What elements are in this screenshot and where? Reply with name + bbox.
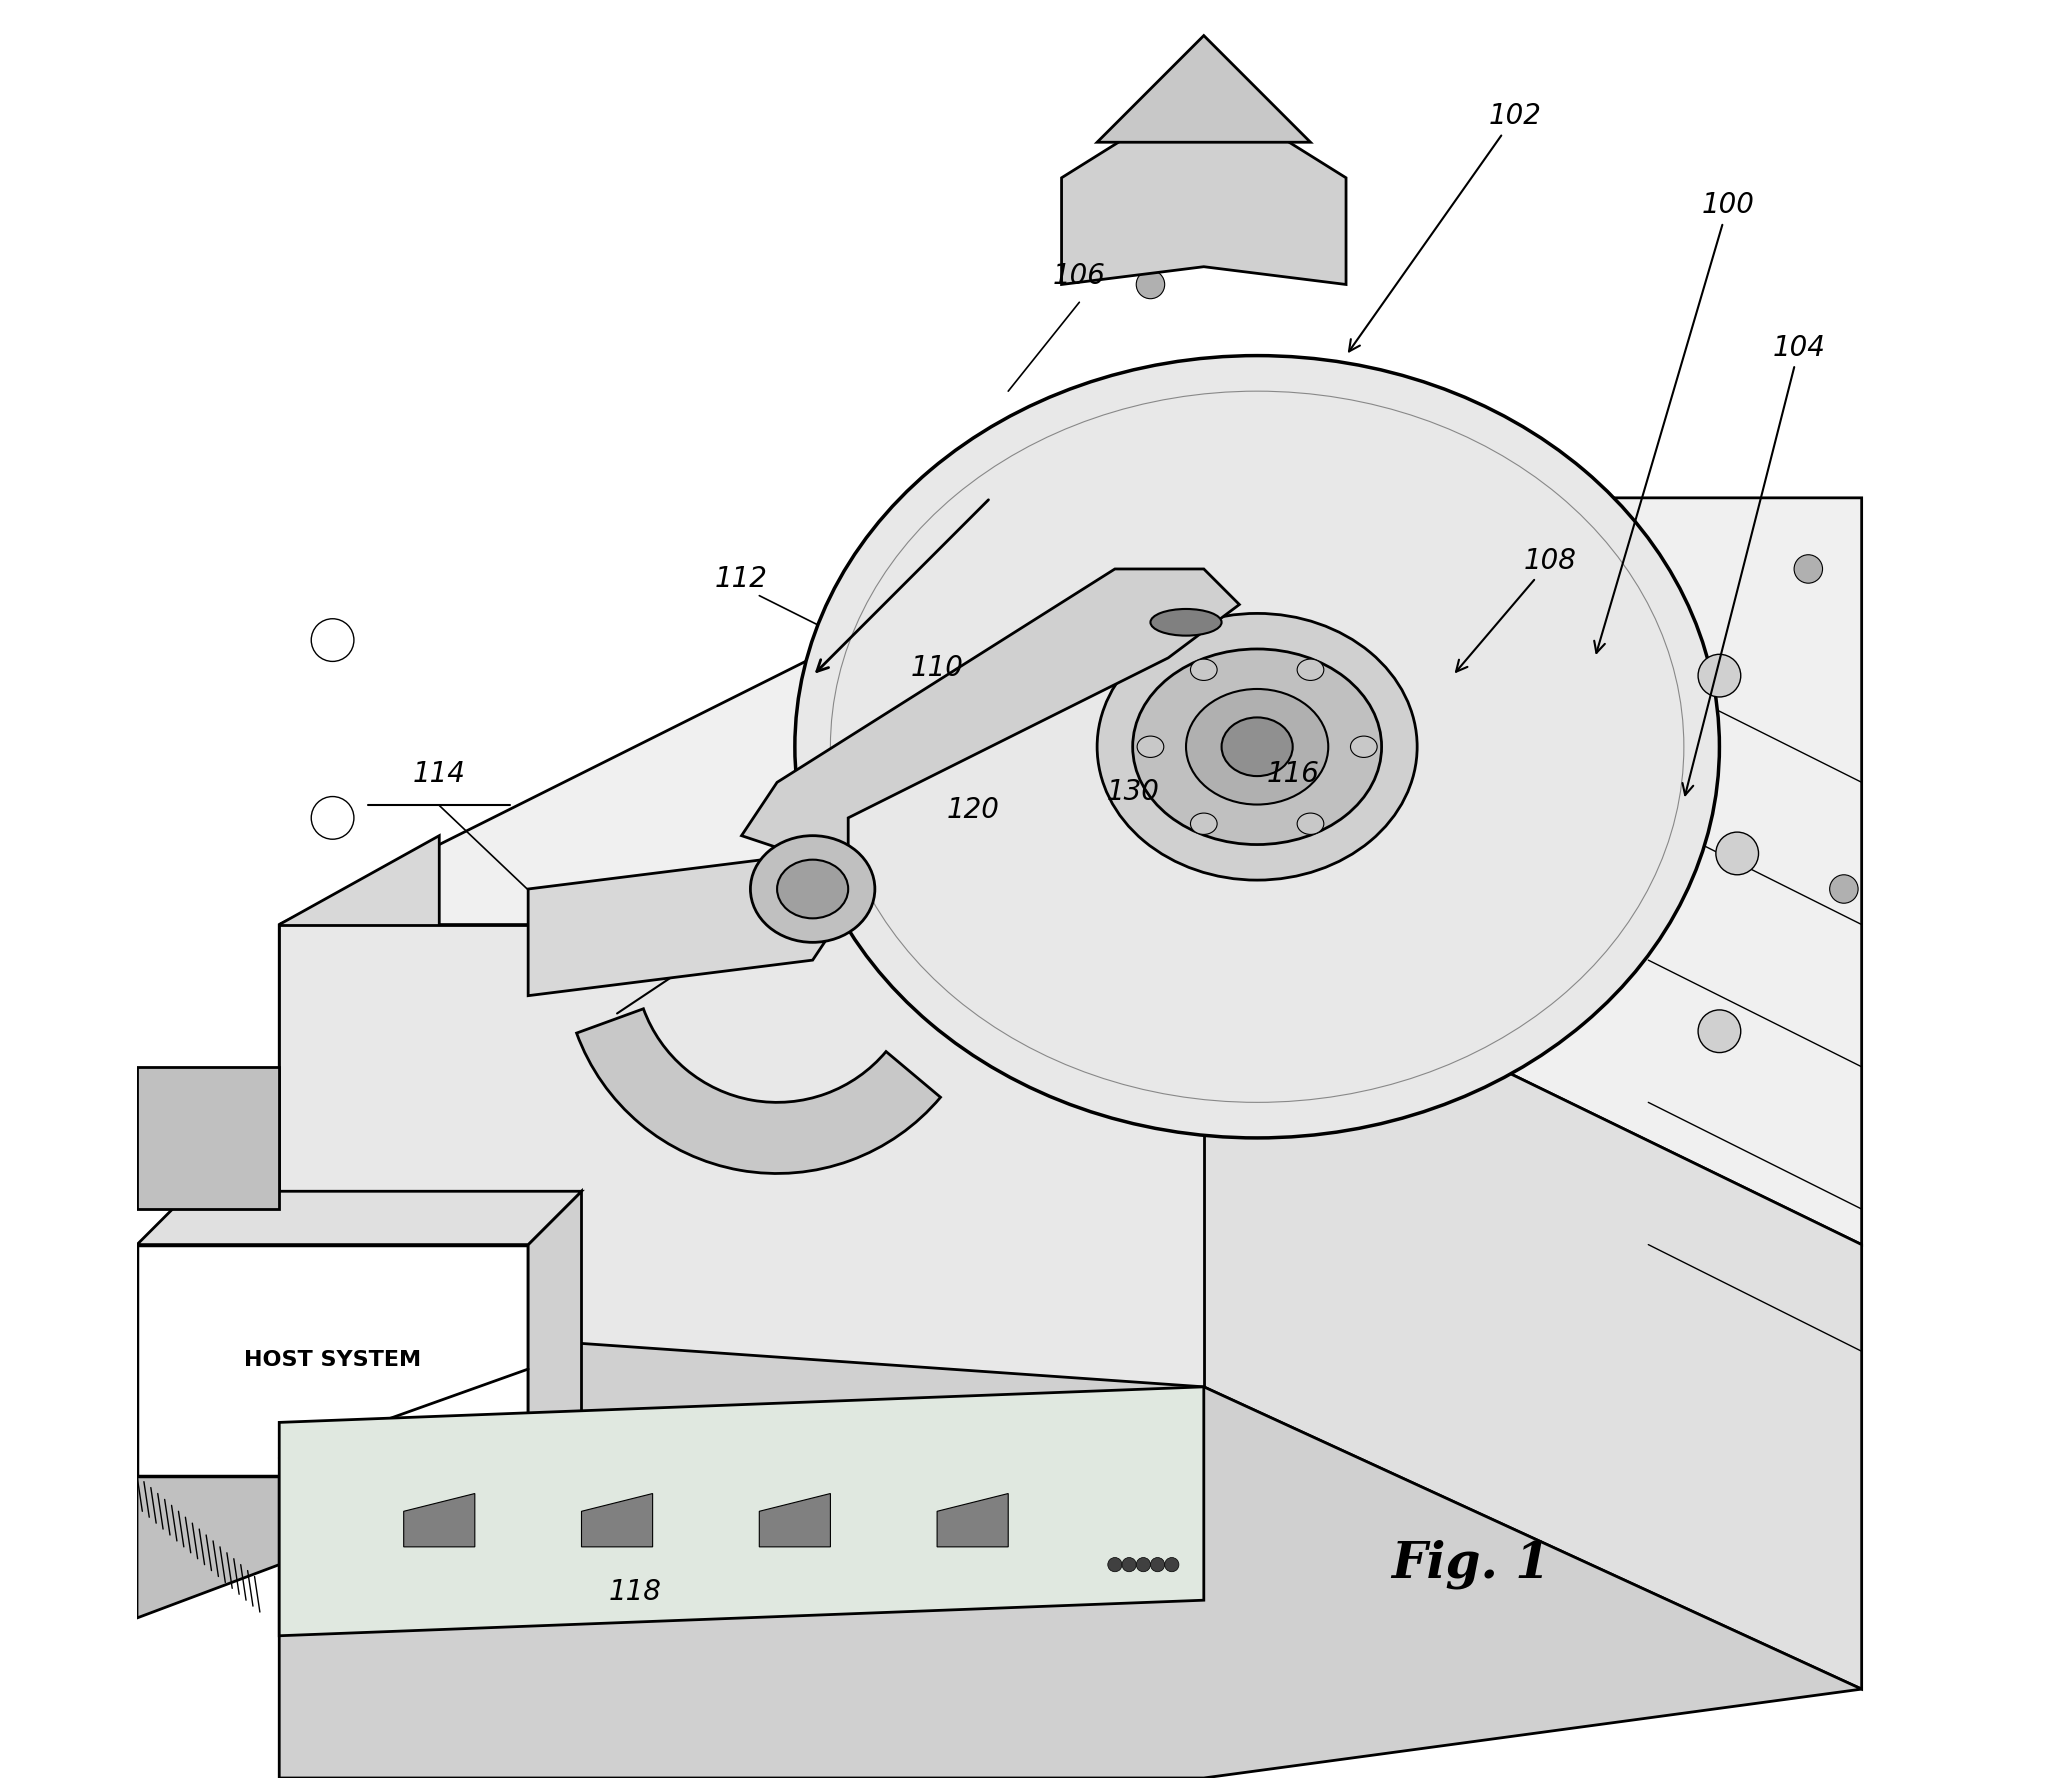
Polygon shape	[581, 1494, 653, 1547]
Text: HOST SYSTEM: HOST SYSTEM	[244, 1350, 421, 1371]
Ellipse shape	[1297, 660, 1324, 681]
Polygon shape	[279, 1387, 1205, 1636]
Ellipse shape	[1186, 690, 1328, 804]
Wedge shape	[577, 1008, 940, 1173]
Circle shape	[1137, 270, 1166, 299]
Ellipse shape	[1190, 660, 1217, 681]
Ellipse shape	[751, 836, 874, 942]
Text: Fig. 1: Fig. 1	[1391, 1540, 1549, 1590]
Ellipse shape	[778, 859, 847, 917]
Polygon shape	[1061, 89, 1346, 284]
Polygon shape	[404, 1494, 474, 1547]
Polygon shape	[279, 925, 1205, 1422]
Text: 108: 108	[1457, 548, 1576, 672]
Text: 110: 110	[911, 654, 964, 681]
Circle shape	[1108, 1558, 1122, 1572]
Polygon shape	[527, 1191, 581, 1476]
Ellipse shape	[1098, 613, 1418, 880]
Polygon shape	[1205, 925, 1861, 1689]
Text: 130: 130	[1106, 779, 1159, 805]
Circle shape	[1699, 654, 1740, 697]
Text: 114: 114	[412, 761, 466, 788]
Ellipse shape	[1137, 736, 1163, 757]
Polygon shape	[759, 1494, 831, 1547]
Ellipse shape	[1151, 608, 1221, 637]
Ellipse shape	[1190, 813, 1217, 834]
Polygon shape	[137, 1422, 279, 1618]
Polygon shape	[137, 1245, 527, 1476]
Text: 104: 104	[1683, 334, 1826, 795]
Polygon shape	[741, 569, 1239, 871]
Ellipse shape	[1350, 736, 1377, 757]
Ellipse shape	[1221, 718, 1293, 777]
Polygon shape	[279, 1334, 1861, 1778]
Polygon shape	[137, 1191, 581, 1245]
Polygon shape	[527, 853, 847, 996]
FancyArrowPatch shape	[817, 500, 989, 672]
Text: 100: 100	[1594, 192, 1754, 653]
Polygon shape	[938, 1494, 1008, 1547]
Circle shape	[1699, 1010, 1740, 1053]
Text: 116: 116	[1266, 761, 1319, 788]
Circle shape	[1166, 1558, 1180, 1572]
Ellipse shape	[1297, 813, 1324, 834]
Polygon shape	[279, 498, 1861, 1245]
Circle shape	[1151, 1558, 1166, 1572]
Circle shape	[1137, 1558, 1151, 1572]
Text: 120: 120	[946, 797, 999, 823]
Circle shape	[312, 619, 353, 661]
Text: 102: 102	[1348, 103, 1541, 352]
Circle shape	[1830, 875, 1859, 903]
Ellipse shape	[794, 356, 1720, 1138]
Polygon shape	[1098, 36, 1311, 142]
Circle shape	[1715, 832, 1759, 875]
Circle shape	[312, 797, 353, 839]
Circle shape	[1793, 555, 1822, 583]
Text: 106: 106	[1053, 263, 1106, 290]
Ellipse shape	[1133, 649, 1381, 845]
Text: 112: 112	[714, 565, 767, 592]
Polygon shape	[279, 836, 439, 1422]
Circle shape	[1122, 1558, 1137, 1572]
Polygon shape	[137, 1067, 279, 1209]
Text: 118: 118	[607, 1579, 661, 1606]
